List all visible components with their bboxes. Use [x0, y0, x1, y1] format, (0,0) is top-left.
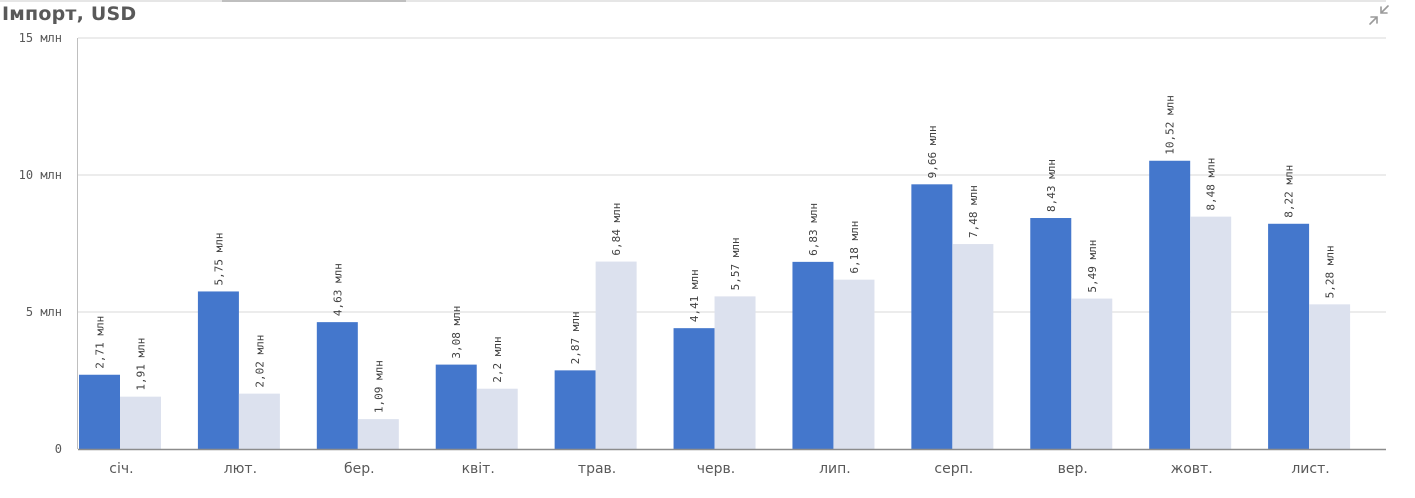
bar[interactable] — [952, 244, 994, 449]
bar[interactable] — [1268, 223, 1310, 449]
x-tick-label: вер. — [1058, 461, 1088, 477]
x-tick-label: трав. — [578, 461, 616, 477]
bar[interactable] — [1030, 218, 1072, 449]
bar[interactable] — [316, 322, 358, 449]
x-tick-label: лют. — [224, 461, 257, 477]
bar[interactable] — [554, 370, 596, 449]
x-tick-label: лип. — [819, 461, 851, 477]
data-label: 7,48 млн — [967, 185, 980, 238]
data-label: 5,75 млн — [212, 232, 225, 285]
data-label: 8,48 млн — [1205, 158, 1218, 211]
bar[interactable] — [714, 296, 756, 449]
x-tick-label: квіт. — [462, 461, 495, 477]
x-tick-label: бер. — [344, 461, 375, 477]
data-label: 2,87 млн — [569, 311, 582, 364]
data-label: 3,08 млн — [450, 306, 463, 359]
data-label: 8,22 млн — [1283, 165, 1296, 218]
bar[interactable] — [1190, 216, 1232, 449]
bar[interactable] — [911, 184, 953, 450]
data-label: 4,63 млн — [331, 263, 344, 316]
x-tick-label: січ. — [109, 461, 133, 477]
bar[interactable] — [1309, 304, 1351, 449]
data-label: 8,43 млн — [1045, 159, 1058, 212]
y-tick-label: 0 — [55, 442, 62, 456]
y-tick-label: 15 млн — [19, 31, 62, 45]
y-tick-label: 10 млн — [19, 168, 62, 182]
data-label: 6,84 млн — [610, 203, 623, 256]
data-label: 1,09 млн — [372, 360, 385, 413]
bar[interactable] — [833, 279, 875, 449]
bar[interactable] — [476, 388, 518, 449]
top-border-segment — [222, 0, 406, 2]
data-label: 5,57 млн — [729, 237, 742, 290]
data-label: 6,18 млн — [848, 221, 861, 274]
data-label: 2,02 млн — [253, 335, 266, 388]
bar[interactable] — [435, 364, 477, 449]
bar[interactable] — [1149, 160, 1191, 449]
bar[interactable] — [357, 419, 399, 449]
bar[interactable] — [792, 261, 834, 449]
bar[interactable] — [1071, 298, 1113, 449]
data-label: 9,66 млн — [926, 125, 939, 178]
data-label: 4,41 млн — [688, 269, 701, 322]
collapse-arrows-icon[interactable] — [1368, 4, 1390, 26]
chart-title: Імпорт, USD — [2, 3, 137, 25]
bar[interactable] — [79, 374, 120, 449]
data-label: 1,91 млн — [135, 338, 148, 391]
bar[interactable] — [595, 261, 637, 449]
bar[interactable] — [197, 291, 239, 449]
bar[interactable] — [238, 393, 280, 449]
bar[interactable] — [673, 328, 715, 449]
x-tick-label: жовт. — [1171, 461, 1213, 477]
bar[interactable] — [120, 396, 161, 449]
x-tick-label: черв. — [697, 461, 735, 477]
top-border — [0, 0, 1386, 2]
x-tick-label: лист. — [1291, 461, 1329, 477]
x-tick-label: серп. — [934, 461, 973, 477]
y-tick-label: 5 млн — [26, 305, 62, 319]
data-label: 10,52 млн — [1164, 95, 1177, 155]
data-label: 2,2 млн — [491, 336, 504, 382]
data-label: 2,71 млн — [94, 316, 107, 369]
data-label: 5,28 млн — [1324, 245, 1337, 298]
data-label: 5,49 млн — [1086, 240, 1099, 293]
data-label: 6,83 млн — [807, 203, 820, 256]
